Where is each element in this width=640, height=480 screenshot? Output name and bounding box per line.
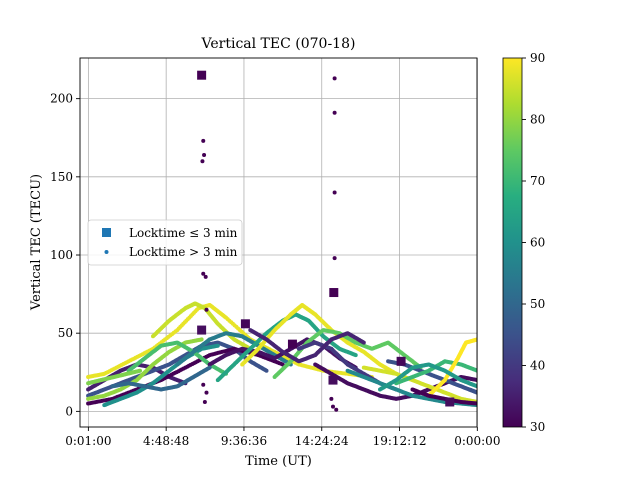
locktime-long-point	[204, 307, 209, 312]
colorbar-gradient	[502, 57, 523, 428]
colorbar-ticks: 30 40 50 60 70 80 90	[522, 51, 545, 434]
locktime-long-point	[200, 159, 205, 164]
y-tick-label: 200	[50, 92, 73, 106]
locktime-long-point	[330, 404, 335, 409]
locktime-short-point	[240, 319, 250, 329]
tec-point	[199, 337, 204, 342]
data-points	[86, 70, 477, 412]
colorbar-tick-label: 40	[530, 359, 545, 373]
y-axis-label: Vertical TEC (TECU)	[29, 174, 44, 311]
x-tick-label: 19:12:12	[373, 434, 427, 448]
chart-title: Vertical TEC (070-18)	[201, 36, 356, 52]
legend-entry-locktime-gt-3: Locktime > 3 min	[129, 245, 238, 259]
colorbar-tick-label: 50	[530, 297, 545, 311]
locktime-long-point	[202, 152, 207, 157]
colorbar: 30 40 50 60 70 80 90	[502, 51, 545, 434]
legend-marker-square	[102, 228, 111, 237]
locktime-long-point	[201, 138, 206, 143]
locktime-short-point	[197, 325, 207, 335]
colorbar-tick-label: 70	[530, 174, 545, 188]
colorbar-tick-label: 80	[530, 113, 545, 127]
locktime-short-point	[197, 70, 207, 80]
x-tick-label: 0:01:00	[65, 434, 111, 448]
legend-entry-locktime-le-3: Locktime ≤ 3 min	[129, 226, 238, 240]
x-tick-label: 9:36:36	[221, 434, 267, 448]
tec-point	[138, 368, 142, 373]
colorbar-tick-label: 60	[530, 236, 545, 250]
x-tick-label: 14:24:24	[295, 434, 349, 448]
tec-point	[361, 340, 366, 345]
y-tick-label: 50	[58, 326, 73, 340]
x-tick-label: 4:48:48	[143, 434, 189, 448]
locktime-short-point	[329, 288, 339, 298]
tec-point	[353, 353, 358, 358]
tec-point	[207, 365, 212, 370]
tec-point	[264, 368, 269, 373]
locktime-long-point	[332, 190, 337, 195]
y-tick-label: 0	[65, 404, 73, 418]
locktime-long-point	[201, 382, 206, 387]
locktime-long-point	[334, 407, 339, 412]
locktime-long-point	[204, 390, 209, 395]
legend-box	[87, 219, 243, 266]
locktime-long-point	[329, 396, 334, 401]
tec-point	[215, 343, 220, 348]
colorbar-tick-label: 30	[530, 420, 545, 434]
locktime-long-point	[332, 256, 337, 261]
y-axis: 0 50 100 150 200	[50, 92, 80, 418]
y-tick-label: 100	[50, 248, 73, 262]
legend: Locktime ≤ 3 min Locktime > 3 min	[87, 219, 243, 266]
y-tick-label: 150	[50, 170, 73, 184]
locktime-long-point	[332, 110, 337, 115]
locktime-short-point	[445, 397, 455, 407]
locktime-short-point	[328, 375, 338, 385]
locktime-long-point	[202, 399, 207, 404]
x-axis: 0:01:00 4:48:48 9:36:36 14:24:24 19:12:12 0:0…	[65, 427, 500, 448]
locktime-short-point	[396, 356, 406, 366]
locktime-long-point	[332, 76, 337, 81]
colorbar-tick-label: 90	[530, 51, 545, 65]
locktime-long-point	[201, 271, 206, 276]
x-axis-label: Time (UT)	[245, 454, 312, 469]
locktime-long-point	[203, 274, 208, 279]
x-tick-label: 0:00:00	[454, 434, 500, 448]
legend-marker-dot	[104, 250, 109, 254]
locktime-short-point	[287, 339, 297, 349]
plot-frame	[79, 57, 478, 428]
